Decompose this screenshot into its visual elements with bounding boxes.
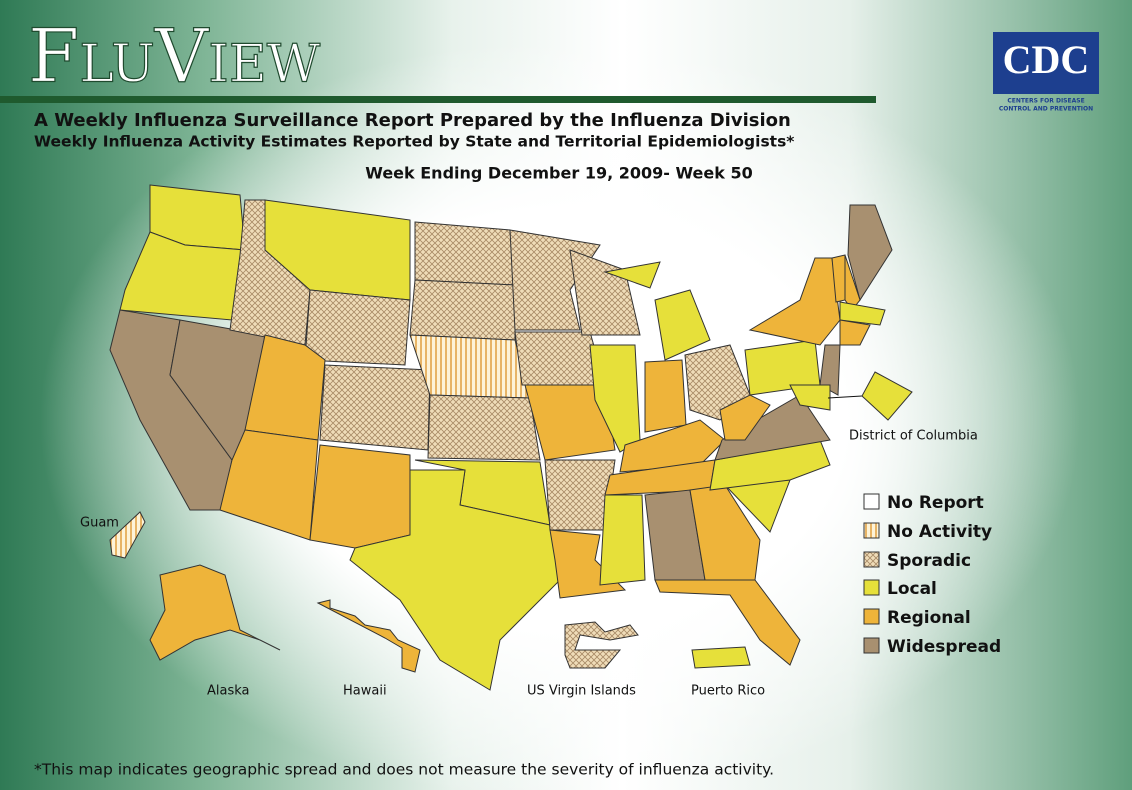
legend-swatch	[863, 522, 880, 539]
state	[409, 334, 531, 399]
state	[603, 261, 661, 289]
legend-swatch	[863, 608, 880, 625]
state	[654, 289, 711, 361]
footnote: *This map indicates geographic spread an…	[34, 761, 774, 779]
dc-leader	[827, 395, 863, 399]
state	[819, 344, 841, 396]
state	[714, 394, 831, 461]
state	[524, 384, 616, 461]
description: Weekly Influenza Activity Estimates Repo…	[34, 133, 794, 151]
logo-name: CDC	[1003, 37, 1090, 82]
title: FluView	[28, 13, 321, 99]
state	[409, 279, 516, 341]
state	[599, 494, 646, 586]
state	[654, 579, 801, 666]
state	[304, 289, 411, 366]
state	[789, 384, 831, 411]
legend-label: No Report	[887, 493, 984, 513]
legend-swatch	[863, 579, 880, 596]
state	[309, 444, 411, 549]
map-label: Guam	[80, 516, 119, 531]
week-label: Week Ending December 19, 2009- Week 50	[365, 164, 752, 183]
alaska	[149, 564, 281, 661]
legend-label: Regional	[887, 608, 971, 628]
logo-box	[993, 32, 1099, 94]
guam	[109, 511, 146, 559]
virgin-islands	[564, 621, 639, 669]
state	[619, 419, 726, 473]
legend-label: Local	[887, 579, 937, 599]
state	[244, 334, 326, 441]
state	[569, 249, 641, 336]
legend-swatch	[863, 493, 880, 510]
map-label: Alaska	[207, 684, 250, 699]
legend-label: Sporadic	[887, 551, 971, 571]
subtitle: A Weekly Influenza Surveillance Report P…	[34, 110, 791, 131]
map: District of Columbia Guam Alaska Hawaii …	[80, 184, 978, 699]
state	[839, 319, 871, 346]
state	[748, 257, 841, 346]
hawaii	[316, 599, 421, 673]
state	[349, 469, 561, 691]
state	[219, 429, 319, 541]
legend-label: Widespread	[887, 637, 1001, 657]
legend: No Report No Activity Sporadic Local Reg…	[863, 493, 1001, 657]
state	[847, 204, 893, 302]
state	[719, 394, 771, 441]
state	[644, 359, 687, 433]
logo-line: CENTERS FOR DISEASE	[1007, 98, 1084, 105]
legend-label: No Activity	[887, 522, 992, 542]
state	[414, 221, 516, 286]
map-label: Puerto Rico	[691, 684, 765, 699]
logo-line: CONTROL AND PREVENTION	[999, 106, 1093, 113]
map-label: Hawaii	[343, 684, 387, 699]
state	[319, 364, 431, 451]
legend-swatch	[863, 637, 880, 654]
map-label: US Virgin Islands	[527, 684, 636, 699]
state	[839, 301, 886, 326]
title-rule	[0, 96, 876, 103]
dc	[861, 371, 913, 421]
state	[427, 394, 541, 461]
puerto-rico	[691, 646, 751, 669]
legend-swatch	[863, 551, 880, 568]
map-label: District of Columbia	[849, 429, 978, 444]
